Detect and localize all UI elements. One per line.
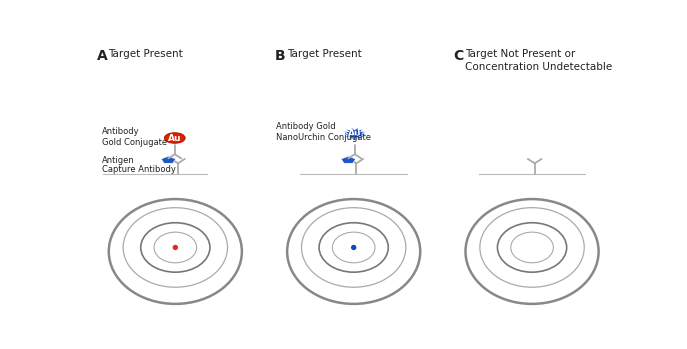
Ellipse shape bbox=[466, 199, 598, 304]
Text: Target Present: Target Present bbox=[109, 49, 183, 59]
Ellipse shape bbox=[497, 223, 567, 272]
Text: Antibody Gold
NanoUrchin Conjugate: Antibody Gold NanoUrchin Conjugate bbox=[276, 122, 372, 142]
Ellipse shape bbox=[287, 199, 420, 304]
Polygon shape bbox=[342, 127, 368, 140]
Ellipse shape bbox=[141, 223, 210, 272]
Ellipse shape bbox=[510, 232, 553, 263]
Text: Target Present: Target Present bbox=[286, 49, 361, 59]
Ellipse shape bbox=[164, 133, 185, 143]
Ellipse shape bbox=[480, 208, 584, 287]
Polygon shape bbox=[161, 156, 175, 163]
Ellipse shape bbox=[172, 245, 178, 250]
Text: Au: Au bbox=[168, 134, 181, 142]
Ellipse shape bbox=[351, 245, 357, 250]
Text: Target Not Present or
Concentration Undetectable: Target Not Present or Concentration Unde… bbox=[465, 49, 612, 72]
Ellipse shape bbox=[302, 208, 406, 287]
Polygon shape bbox=[341, 156, 355, 163]
Text: Au: Au bbox=[348, 129, 361, 138]
Ellipse shape bbox=[154, 232, 196, 263]
Text: Antigen: Antigen bbox=[102, 156, 135, 165]
Ellipse shape bbox=[319, 223, 388, 272]
Text: B: B bbox=[275, 49, 286, 62]
Text: C: C bbox=[453, 49, 464, 62]
Text: Antibody
Gold Conjugate: Antibody Gold Conjugate bbox=[102, 127, 167, 147]
Ellipse shape bbox=[123, 208, 227, 287]
Text: Capture Antibody: Capture Antibody bbox=[102, 165, 176, 174]
Ellipse shape bbox=[109, 199, 242, 304]
Ellipse shape bbox=[333, 232, 375, 263]
Text: A: A bbox=[96, 49, 107, 62]
